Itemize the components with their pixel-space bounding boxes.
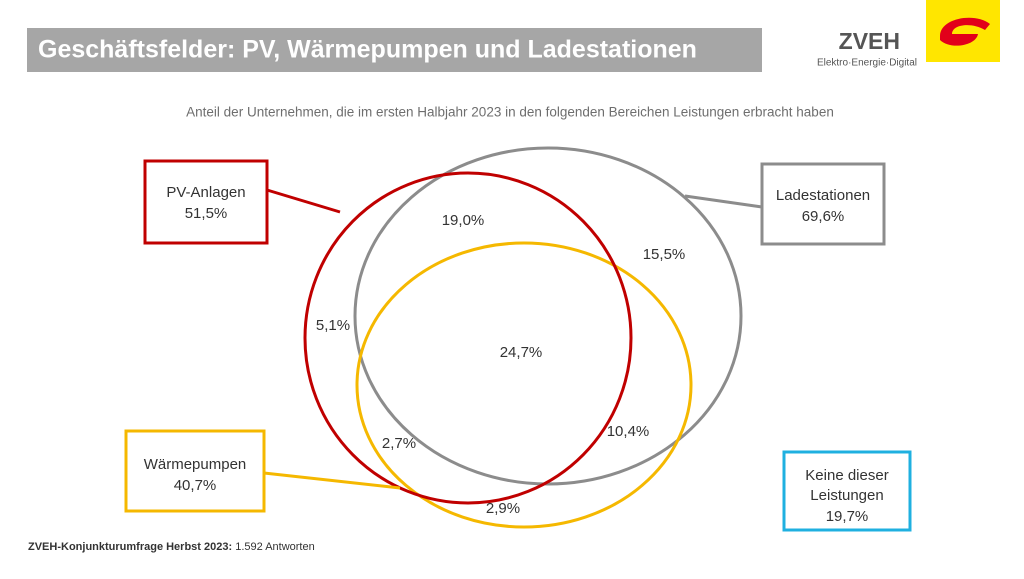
logo-name: ZVEH bbox=[839, 28, 900, 54]
set-value: 51,5% bbox=[185, 205, 228, 222]
region-value: 19,0% bbox=[442, 212, 485, 229]
set-circle bbox=[355, 241, 693, 529]
footer: ZVEH-Konjunkturumfrage Herbst 2023: 1.59… bbox=[28, 541, 315, 553]
none-box bbox=[782, 450, 912, 532]
logo-mark bbox=[926, 0, 1000, 62]
region-value: 2,9% bbox=[486, 500, 520, 517]
set-label: PV-Anlagen bbox=[166, 184, 245, 201]
subtitle: Anteil der Unternehmen, die im ersten Ha… bbox=[186, 105, 834, 120]
set-label: Wärmepumpen bbox=[144, 456, 247, 473]
region-value: 5,1% bbox=[316, 317, 350, 334]
region-value: 24,7% bbox=[500, 344, 543, 361]
connector bbox=[684, 194, 763, 209]
region-value: 2,7% bbox=[382, 435, 416, 452]
set-box bbox=[760, 162, 886, 246]
connector bbox=[266, 188, 341, 214]
region-value: 10,4% bbox=[607, 423, 650, 440]
none-label: Leistungen bbox=[810, 487, 883, 504]
none-label: Keine dieser bbox=[805, 467, 888, 484]
set-value: 69,6% bbox=[802, 208, 845, 225]
none-value: 19,7% bbox=[826, 508, 869, 525]
connector bbox=[263, 471, 401, 490]
source-label: ZVEH-Konjunkturumfrage Herbst 2023: bbox=[28, 541, 232, 553]
set-value: 40,7% bbox=[174, 477, 217, 494]
region-value: 15,5% bbox=[643, 246, 686, 263]
set-box bbox=[143, 159, 269, 245]
set-label: Ladestationen bbox=[776, 187, 870, 204]
source-value: 1.592 Antworten bbox=[235, 541, 315, 553]
title-bar bbox=[27, 28, 762, 72]
set-circle bbox=[353, 146, 743, 486]
logo-tagline: Elektro·Energie·Digital bbox=[817, 58, 917, 69]
set-circle bbox=[303, 171, 633, 505]
set-box bbox=[124, 429, 266, 513]
logo-swirl bbox=[940, 17, 990, 46]
title: Geschäftsfelder: PV, Wärmepumpen und Lad… bbox=[38, 36, 697, 64]
